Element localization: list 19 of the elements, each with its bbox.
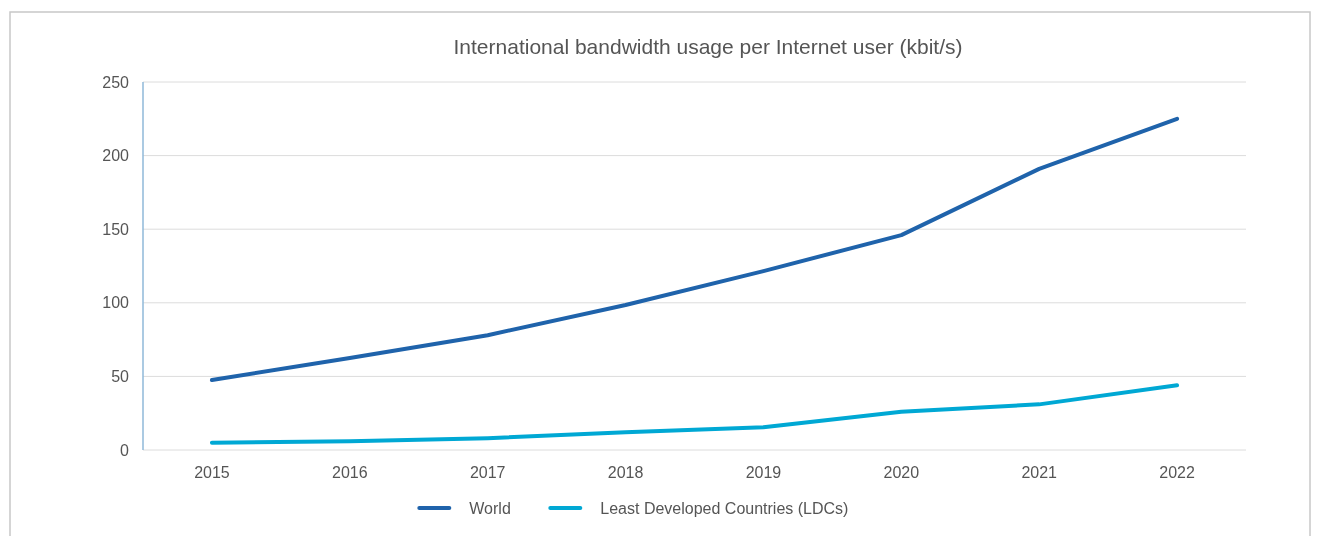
x-tick-label: 2018: [607, 464, 644, 481]
legend-label: Least Developed Countries (LDCs): [600, 499, 849, 517]
x-tick-label: 2015: [194, 464, 230, 481]
y-tick-label: 100: [102, 294, 130, 312]
x-tick-label: 2016: [332, 464, 368, 481]
y-tick-label: 0: [120, 441, 130, 459]
x-tick-label: 2022: [1159, 464, 1195, 481]
y-tick-label: 50: [111, 368, 130, 385]
x-tick-label: 2019: [745, 464, 782, 481]
x-tick-label: 2020: [883, 464, 920, 481]
x-tick-label: 2017: [469, 464, 506, 481]
line-series: [209, 383, 1180, 445]
x-tick-label: 2021: [1021, 464, 1058, 481]
chart-title: International bandwidth usage per Internet user (kbit/s): [453, 35, 963, 58]
line-series: [209, 116, 1180, 383]
y-tick-label: 200: [102, 147, 130, 165]
y-tick-label: 250: [102, 73, 130, 91]
y-tick-label: 150: [102, 220, 130, 238]
legend-label: World: [469, 499, 511, 517]
